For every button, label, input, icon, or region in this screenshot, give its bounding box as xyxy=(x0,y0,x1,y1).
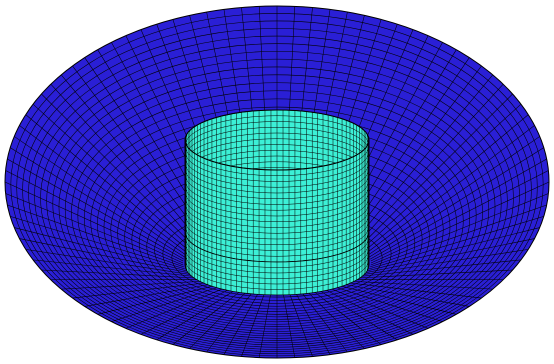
disc-radial-line xyxy=(5,170,184,262)
disc-radial-line xyxy=(41,93,196,249)
disc-radial-line xyxy=(370,158,547,260)
disc-radial-line xyxy=(367,227,540,272)
disc-radial-line xyxy=(97,285,216,315)
disc-radial-line xyxy=(223,292,259,355)
disc-radial-line xyxy=(33,259,193,277)
disc-radial-line xyxy=(354,84,504,247)
disc-radial-line xyxy=(72,282,207,299)
disc-radial-line xyxy=(19,238,189,273)
disc-radial-line xyxy=(140,288,231,335)
disc-radial-line xyxy=(10,147,185,258)
disc-radial-line xyxy=(334,286,443,322)
disc-radial-line xyxy=(10,216,185,270)
disc-radial-line xyxy=(41,269,196,279)
disc-radial-line xyxy=(125,287,225,329)
disc-radial-line xyxy=(60,74,203,245)
disc-radial-line xyxy=(25,114,191,252)
disc-radial-line xyxy=(351,280,493,290)
disc-radial-line xyxy=(289,292,313,357)
disc-radial-line xyxy=(295,292,331,355)
disc-radial-line xyxy=(370,170,549,262)
disc-radial-line xyxy=(312,290,382,345)
disc-radial-line xyxy=(363,249,529,275)
disc-radial-line xyxy=(156,289,236,341)
disc-radial-line xyxy=(14,227,187,272)
disc-radial-line xyxy=(343,283,470,307)
disc-radial-line xyxy=(369,147,544,258)
disc-radial-line xyxy=(370,181,550,264)
disc-radial-line xyxy=(358,93,513,249)
disc-radial-line xyxy=(172,290,242,345)
disc-radial-line xyxy=(282,292,296,358)
disc-radial-line xyxy=(258,292,272,358)
disc-radial-line xyxy=(7,204,184,268)
disc-radial-line xyxy=(329,287,429,329)
disc-radial-line xyxy=(347,282,482,299)
disc-radial-line xyxy=(367,136,540,256)
disc-radial-line xyxy=(363,114,529,252)
disc-radial-line xyxy=(361,103,522,250)
disc-radial-line xyxy=(323,288,414,335)
disc-radial-line xyxy=(338,285,457,315)
disc-radial-line xyxy=(318,289,398,341)
disc-radial-line xyxy=(347,65,482,244)
disc-radial-line xyxy=(189,291,247,349)
disc-radial-line xyxy=(307,291,365,349)
disc-radial-line xyxy=(369,216,544,270)
disc-radial-line xyxy=(4,181,184,264)
disc-radial-line xyxy=(50,84,200,247)
disc-radial-line xyxy=(19,125,189,254)
disc-radial-line xyxy=(361,259,521,277)
disc-radial-line xyxy=(7,158,184,260)
cylinder-top-rim xyxy=(184,109,370,171)
disc-radial-line xyxy=(14,136,187,256)
disc-radial-line xyxy=(370,204,547,268)
disc-radial-line xyxy=(365,238,535,273)
disc-radial-line xyxy=(351,74,494,245)
disc-radial-line xyxy=(84,283,211,307)
disc-radial-line xyxy=(111,286,220,322)
disc-radial-line xyxy=(241,292,265,357)
cylinder-outer-wall xyxy=(184,109,370,296)
disc-radial-line xyxy=(72,65,207,244)
disc-radial-line xyxy=(370,193,549,266)
disc-radial-line xyxy=(61,280,203,290)
disc-radial-line xyxy=(25,249,191,275)
disc-radial-line xyxy=(5,193,184,266)
disc-radial-line xyxy=(206,291,253,353)
disc-radial-line xyxy=(365,125,535,254)
disc-radial-line xyxy=(32,103,193,250)
disc-radial-line xyxy=(358,269,513,279)
disc-radial-line xyxy=(301,291,348,353)
